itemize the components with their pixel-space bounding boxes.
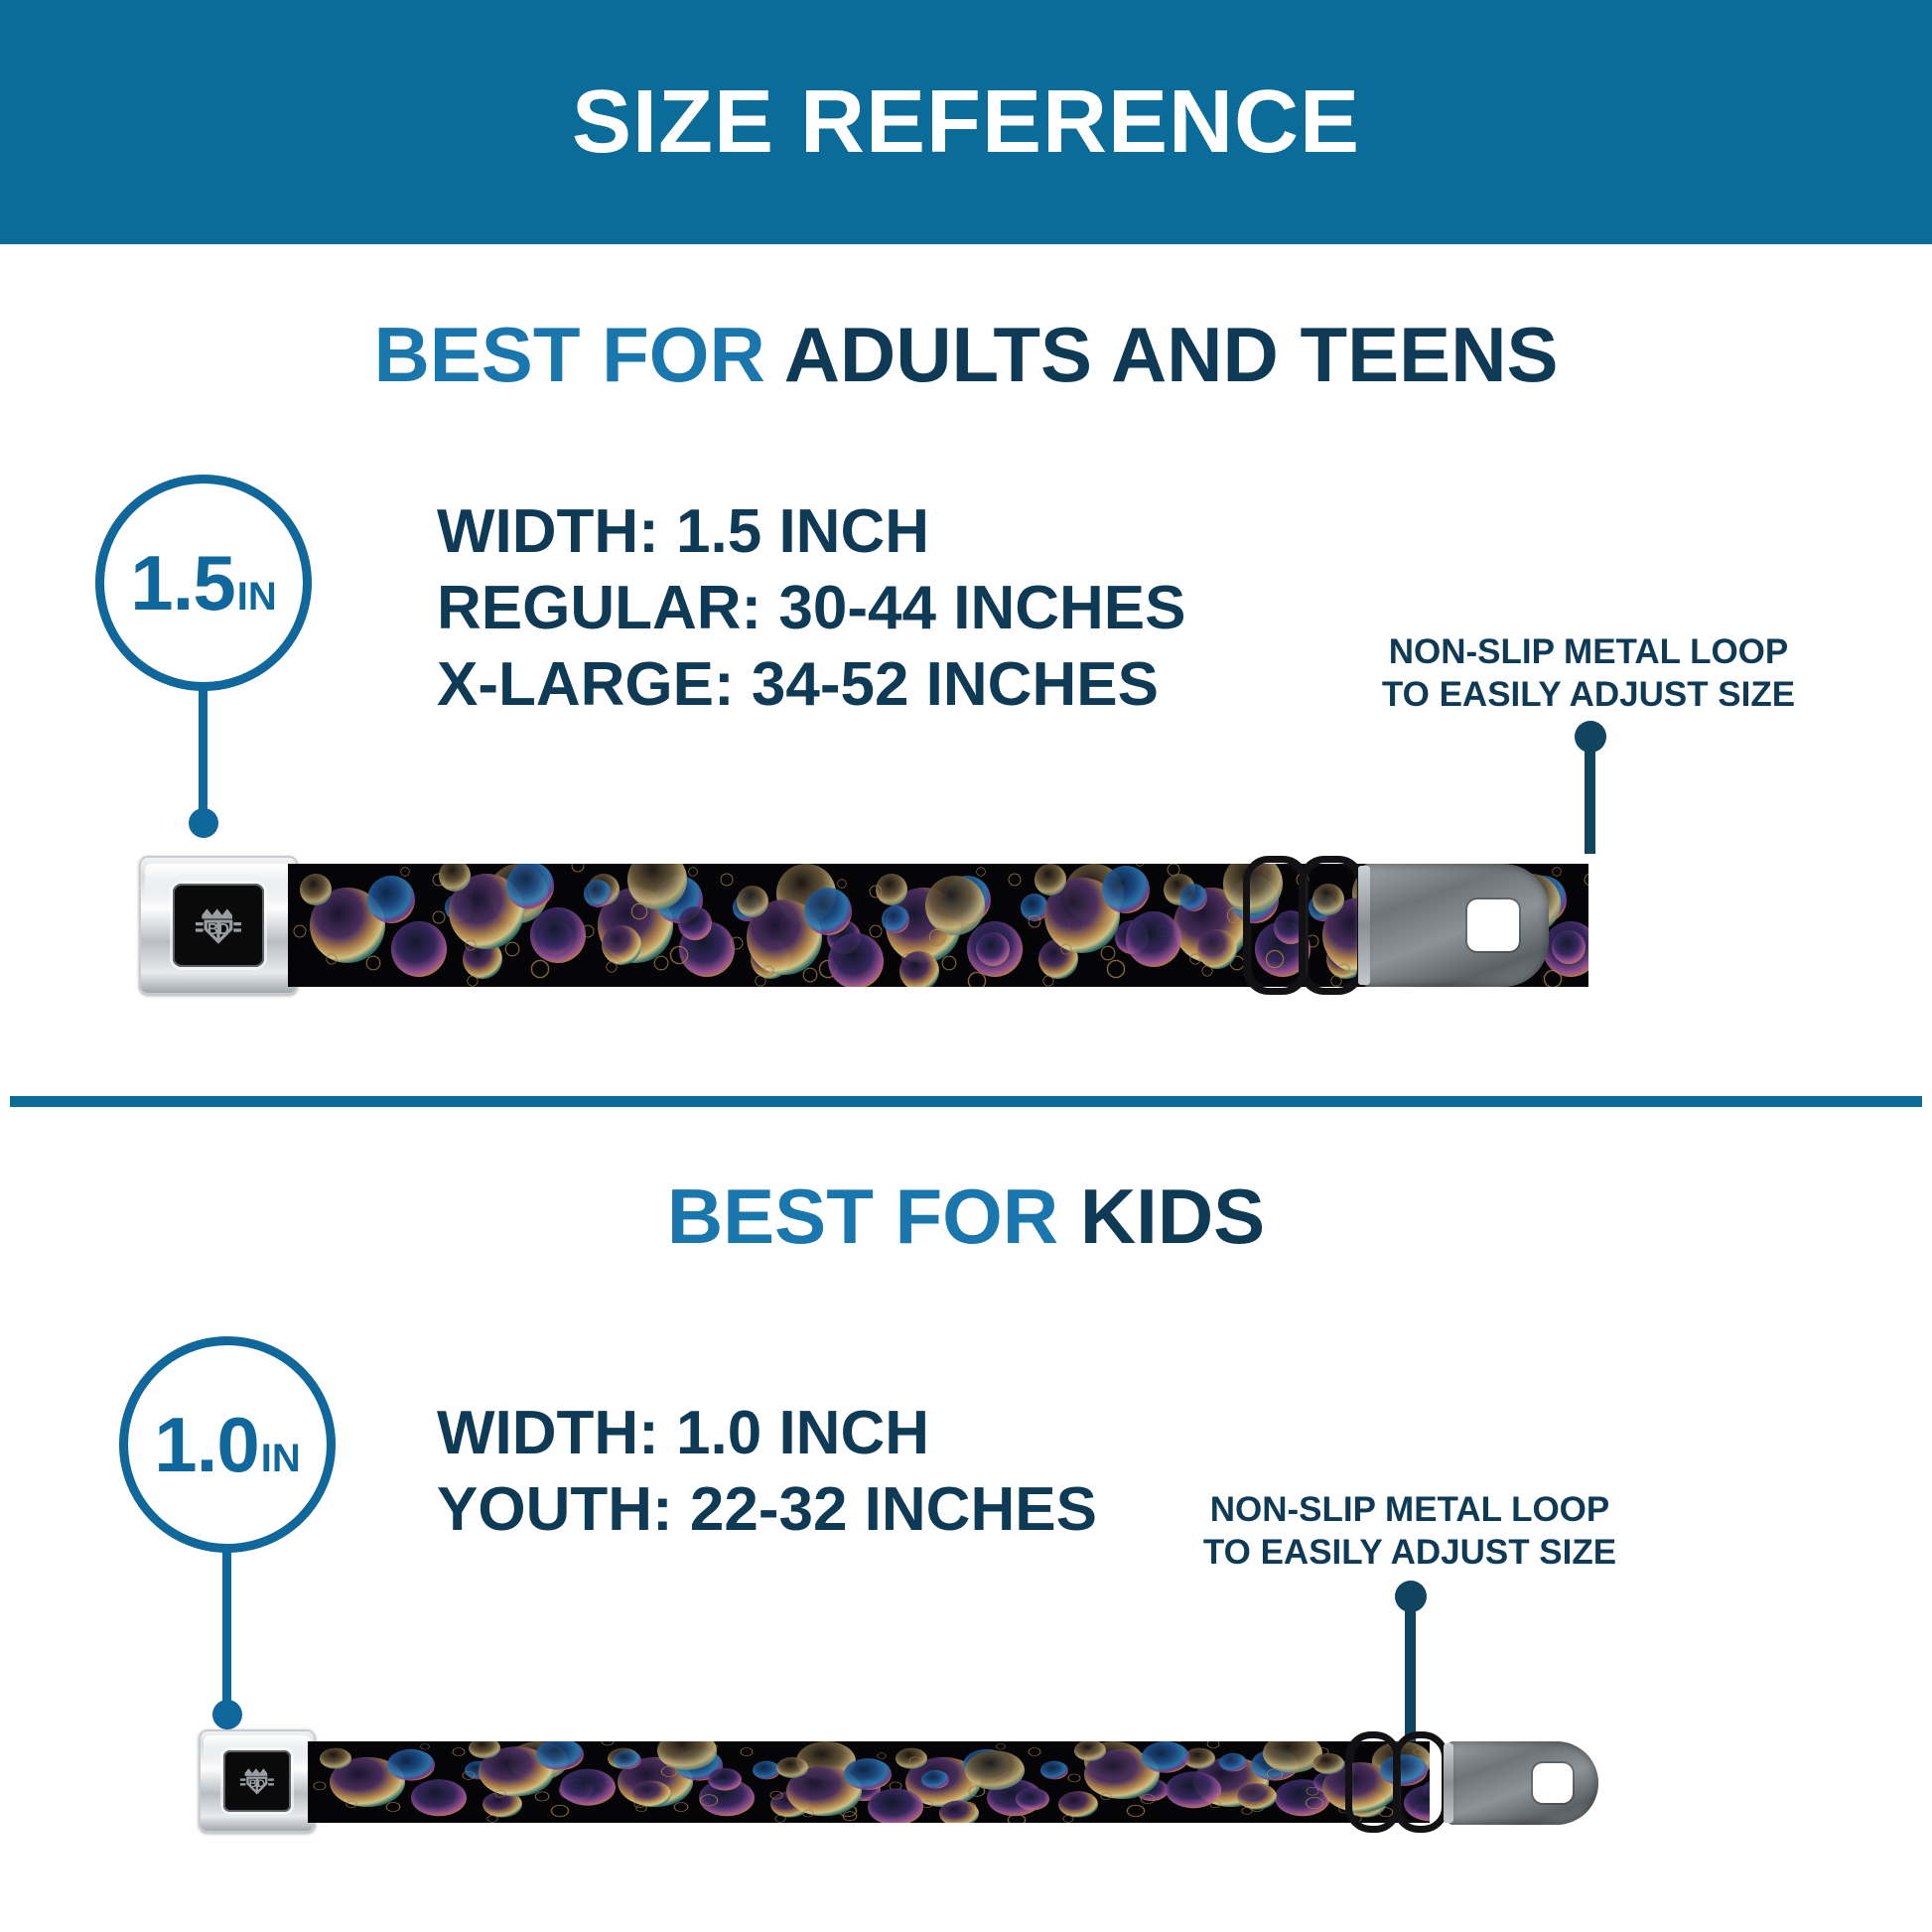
belt-tip-adults — [1362, 864, 1549, 987]
callout-line2-adults: TO EASILY ADJUST SIZE — [1381, 674, 1796, 714]
header-banner: SIZE REFERENCE — [0, 0, 1932, 244]
loop-bar-right-kids — [1393, 1731, 1449, 1833]
callout-line1-kids: NON-SLIP METAL LOOP — [1209, 1490, 1610, 1529]
badge-value-group: 1.5 IN — [130, 544, 276, 621]
strap-kids — [308, 1741, 1430, 1823]
badge-value-group-kids: 1.0 IN — [154, 1406, 300, 1483]
callout-line1-adults: NON-SLIP METAL LOOP — [1388, 632, 1789, 671]
heading-emphasis-adults: ADULTS AND TEENS — [783, 311, 1559, 398]
callout-metal-loop-adults: NON-SLIP METAL LOOP TO EASILY ADJUST SIZ… — [1365, 631, 1812, 716]
bubble-pattern-kids — [308, 1741, 1430, 1823]
callout-stem-kids — [1405, 1594, 1416, 1741]
buckle-kids: BD — [199, 1729, 316, 1833]
specs-kids: WIDTH: 1.0 INCH YOUTH: 22-32 INCHES — [437, 1396, 1097, 1549]
badge-width-1-0in: 1.0 IN — [119, 1336, 347, 1753]
spec-xlarge-adults: X-LARGE: 34-52 INCHES — [437, 649, 1159, 719]
specs-adults: WIDTH: 1.5 INCH REGULAR: 30-44 INCHES X-… — [437, 494, 1185, 724]
badge-width-1-5in: 1.5 IN — [95, 475, 324, 852]
callout-line2-kids: TO EASILY ADJUST SIZE — [1202, 1532, 1617, 1572]
badge-value-1-0: 1.0 — [154, 1401, 259, 1488]
page-title: SIZE REFERENCE — [571, 72, 1361, 172]
badge-circle-1-0in: 1.0 IN — [119, 1336, 336, 1553]
heading-prefix-kids: BEST FOR — [666, 1173, 1080, 1260]
section-heading-kids: BEST FOR KIDS — [0, 1177, 1932, 1255]
heading-prefix-adults: BEST FOR — [373, 311, 784, 398]
spec-width-kids: WIDTH: 1.0 INCH — [437, 1399, 929, 1467]
belt-product-kids: BD — [199, 1724, 1648, 1843]
metal-loop-adults — [1243, 856, 1372, 995]
badge-stem-1-5in — [199, 689, 207, 816]
belt-tip-clip-adults — [1358, 866, 1370, 985]
badge-value-1-5: 1.5 — [130, 539, 235, 626]
belt-tip-kids — [1448, 1741, 1598, 1825]
buckle-face-adults: BD — [173, 884, 264, 967]
belt-tip-clip-kids — [1444, 1743, 1453, 1823]
callout-stem-adults — [1585, 735, 1595, 854]
badge-pointer-dot-1-5in — [189, 808, 218, 838]
spec-width-adults: WIDTH: 1.5 INCH — [437, 497, 929, 566]
buckle-face-kids: BD — [223, 1750, 291, 1812]
svg-text:BD: BD — [207, 921, 229, 938]
section-divider — [10, 1096, 1922, 1107]
badge-stem-1-0in — [222, 1551, 231, 1708]
loop-bar-right-adults — [1299, 856, 1364, 995]
badge-unit-in-kids: IN — [260, 1437, 301, 1480]
badge-unit-in: IN — [236, 575, 277, 619]
buckle-adults: BD — [139, 856, 298, 995]
belt-tip-hole-adults — [1467, 899, 1519, 951]
belt-product-adults: BD — [139, 840, 1787, 1009]
badge-circle-1-5in: 1.5 IN — [95, 475, 312, 691]
bd-shield-logo-icon: BD — [196, 908, 241, 944]
heading-emphasis-kids: KIDS — [1079, 1173, 1266, 1260]
svg-text:BD: BD — [249, 1779, 265, 1791]
belt-tip-hole-kids — [1533, 1763, 1573, 1803]
callout-metal-loop-kids: NON-SLIP METAL LOOP TO EASILY ADJUST SIZ… — [1196, 1489, 1623, 1574]
spec-regular-adults: REGULAR: 30-44 INCHES — [437, 573, 1186, 642]
metal-loop-kids — [1345, 1731, 1454, 1833]
badge-pointer-dot-1-0in — [212, 1700, 242, 1729]
section-heading-adults: BEST FOR ADULTS AND TEENS — [0, 316, 1932, 393]
bd-shield-logo-icon: BD — [240, 1768, 274, 1795]
spec-youth-kids: YOUTH: 22-32 INCHES — [437, 1474, 1097, 1544]
